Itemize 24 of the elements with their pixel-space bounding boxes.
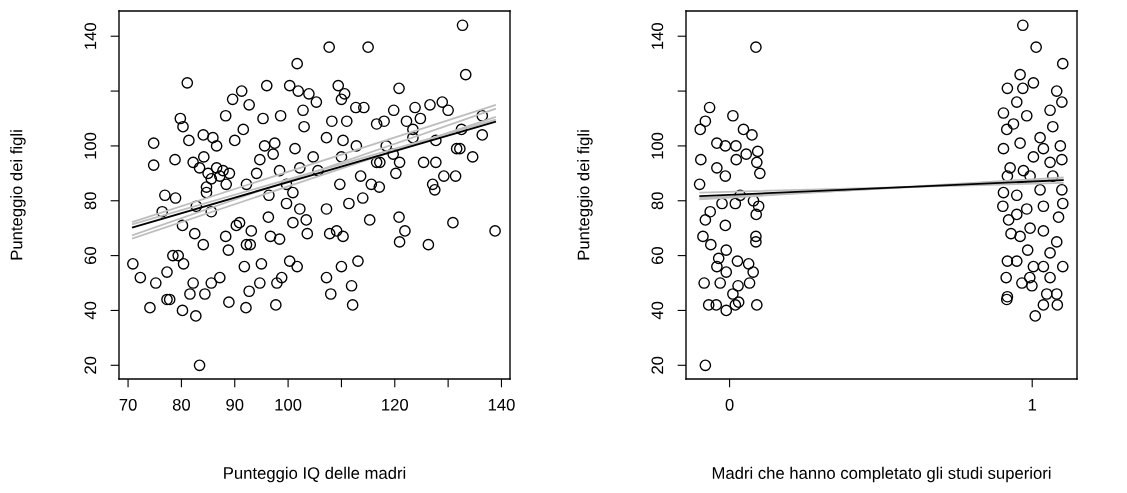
y-tick-label: 40 (651, 301, 664, 320)
x-axis-title: Madri che hanno completato gli studi superiori (712, 466, 1051, 483)
y-tick-label: 80 (651, 192, 664, 210)
x-tick-label: 120 (382, 398, 409, 411)
y-tick-label: 40 (84, 301, 97, 320)
y-tick-label: 20 (84, 356, 97, 374)
x-tick-label: 140 (488, 398, 515, 411)
y-tick-label: 60 (84, 246, 97, 265)
y-tick-label: 140 (84, 22, 97, 49)
x-axis-title: Punteggio IQ delle madri (224, 466, 406, 483)
y-tick-label: 80 (84, 192, 97, 210)
y-axis-title: Punteggio dei figli (10, 130, 26, 260)
x-tick-label: 90 (226, 398, 244, 411)
y-tick-label: 20 (651, 356, 664, 374)
x-tick-label: 100 (275, 398, 302, 411)
y-axis-title: Punteggio dei figli (577, 130, 593, 260)
y-tick-label: 100 (651, 132, 664, 159)
x-tick-label: 70 (119, 398, 137, 411)
x-tick-label: 1 (1028, 399, 1037, 411)
y-tick-label: 60 (651, 246, 664, 265)
x-tick-label: 0 (725, 398, 734, 411)
y-tick-label: 140 (651, 22, 664, 49)
y-tick-label: 100 (84, 132, 97, 159)
x-tick-label: 80 (172, 398, 191, 411)
